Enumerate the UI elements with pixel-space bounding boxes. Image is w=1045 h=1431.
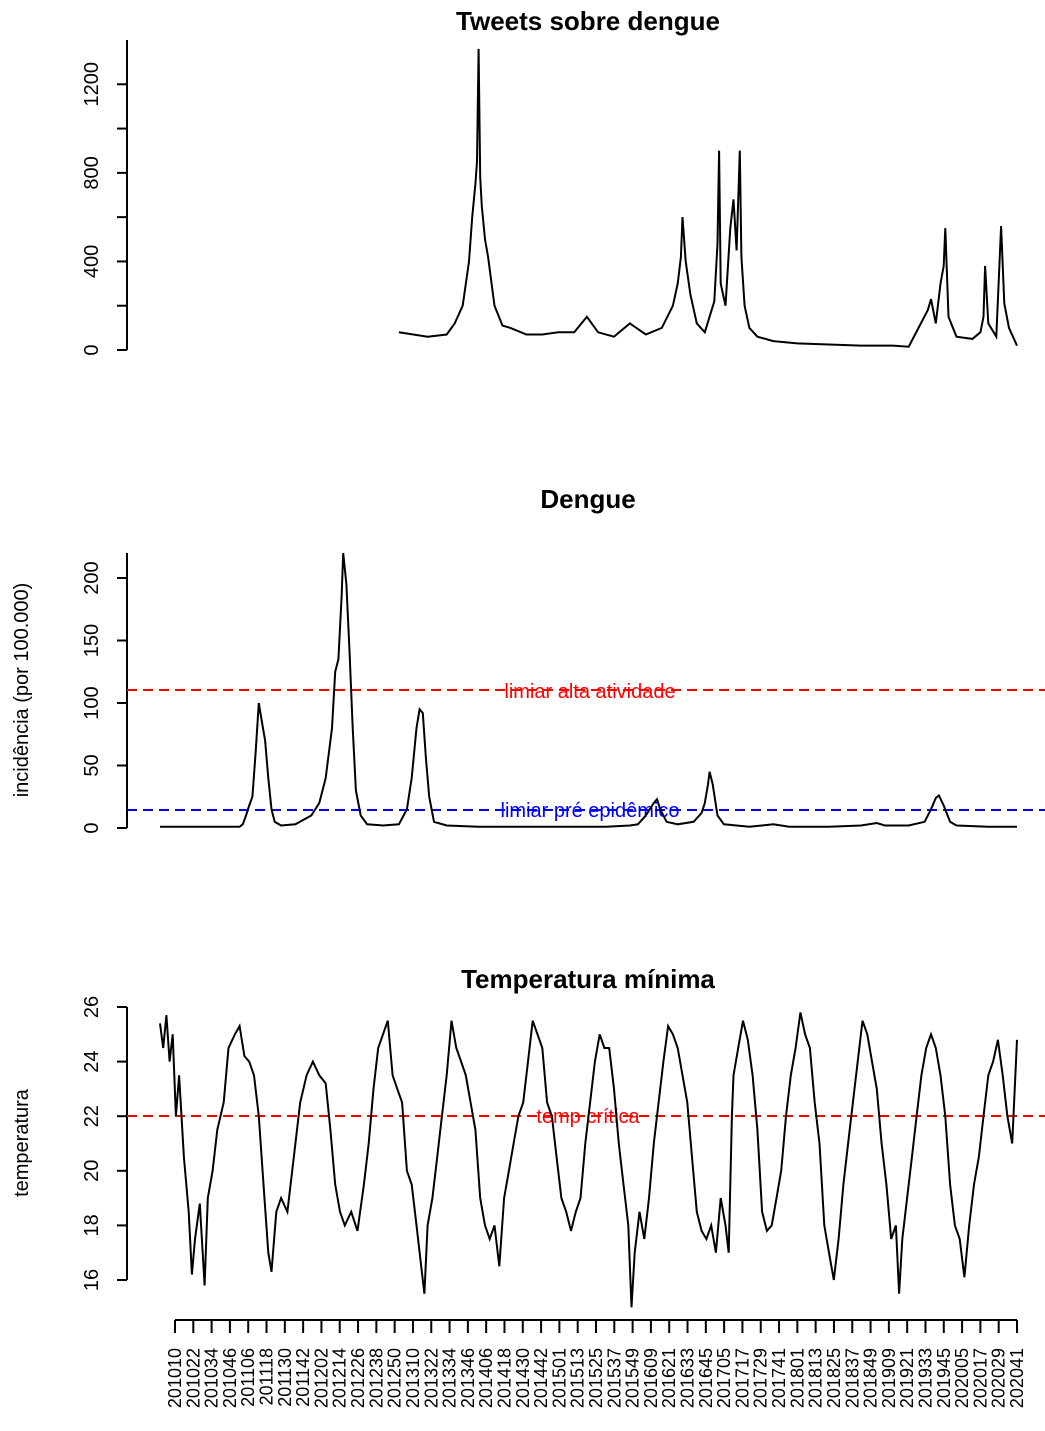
x-tick-label: 201022 <box>183 1348 203 1408</box>
x-tick-label: 201621 <box>659 1348 679 1408</box>
x-tick-label: 201118 <box>257 1348 277 1405</box>
x-tick-label: 201406 <box>476 1348 496 1408</box>
x-tick-label: 201825 <box>824 1348 844 1408</box>
dengue-series <box>160 552 1017 828</box>
y-tick-label: 150 <box>81 624 103 657</box>
x-tick-label: 201034 <box>202 1348 222 1408</box>
panel-title: Tweets sobre dengue <box>456 6 720 36</box>
x-tick-label: 202041 <box>1007 1348 1027 1408</box>
y-tick-label: 100 <box>81 686 103 719</box>
y-tick-label: 20 <box>81 1160 103 1182</box>
panel-title: Dengue <box>540 484 635 514</box>
x-tick-label: 201801 <box>787 1348 807 1408</box>
x-tick-label: 201322 <box>421 1348 441 1408</box>
x-tick-label: 201909 <box>879 1348 899 1408</box>
y-tick-label: 1200 <box>81 62 103 107</box>
x-tick-label: 201849 <box>861 1348 881 1408</box>
y-axis-label: incidência (por 100.000) <box>11 583 33 798</box>
x-tick-label: 201106 <box>238 1348 258 1407</box>
x-tick-label: 201010 <box>165 1348 185 1408</box>
x-tick-label: 201537 <box>604 1348 624 1408</box>
x-tick-label: 201633 <box>678 1348 698 1408</box>
panel-dengue: Dengue incidência (por 100.000) 0 50 100 15… <box>11 484 1045 834</box>
panel-title: Temperatura mínima <box>461 964 715 994</box>
x-tick-label: 201813 <box>806 1348 826 1408</box>
x-tick-label: 201130 <box>275 1348 295 1407</box>
x-tick-label: 201921 <box>897 1348 917 1408</box>
x-tick-label: 201046 <box>220 1348 240 1408</box>
x-tick-label: 202029 <box>989 1348 1009 1408</box>
x-tick-label: 201525 <box>586 1348 606 1408</box>
x-tick-label: 201418 <box>495 1348 515 1408</box>
x-tick-label: 201202 <box>311 1348 331 1408</box>
x-tick-label: 201933 <box>916 1348 936 1408</box>
x-tick-label: 201837 <box>842 1348 862 1408</box>
x-tick-label: 201226 <box>348 1348 368 1408</box>
x-tick-label: 201609 <box>641 1348 661 1408</box>
y-tick-label: 18 <box>81 1214 103 1236</box>
y-ticks: 0 400 800 1200 <box>81 62 127 356</box>
y-tick-label: 0 <box>81 344 103 355</box>
x-tick-label: 202005 <box>952 1348 972 1408</box>
y-tick-label: 22 <box>81 1105 103 1127</box>
ref-label-pre: limiar pré epidêmico <box>501 800 680 822</box>
x-tick-label: 201142 <box>293 1348 313 1407</box>
y-ticks: 16 18 20 22 24 26 <box>81 996 127 1291</box>
tweets-series <box>398 48 1018 348</box>
panel-temperatura: Temperatura mínima temperatura 16 18 20 22 2… <box>11 964 1045 1408</box>
y-tick-label: 26 <box>81 996 103 1018</box>
y-ticks: 0 50 100 150 200 <box>81 561 127 834</box>
x-tick-label: 201214 <box>330 1348 350 1408</box>
ref-label-high: limiar alta atividade <box>504 681 675 703</box>
x-tick-label: 201945 <box>934 1348 954 1408</box>
x-tick-label: 201741 <box>769 1348 789 1408</box>
x-tick-label: 201238 <box>366 1348 386 1408</box>
x-ticks: 2010102010222010342010462011062011182011… <box>165 1320 1027 1408</box>
x-tick-label: 201310 <box>403 1348 423 1408</box>
y-tick-label: 0 <box>81 822 103 833</box>
x-tick-label: 201513 <box>568 1348 588 1408</box>
x-tick-label: 201442 <box>531 1348 551 1408</box>
x-tick-label: 201717 <box>732 1348 752 1408</box>
y-tick-label: 200 <box>81 561 103 594</box>
x-tick-label: 201729 <box>751 1348 771 1408</box>
x-tick-label: 201346 <box>458 1348 478 1408</box>
panel-tweets: Tweets sobre dengue 0 400 800 1200 <box>81 6 1018 356</box>
y-axis-label: temperatura <box>11 1088 33 1197</box>
x-tick-label: 201430 <box>513 1348 533 1408</box>
temperature-series <box>159 1012 1018 1308</box>
x-tick-label: 201549 <box>623 1348 643 1408</box>
y-tick-label: 800 <box>81 156 103 189</box>
x-tick-label: 201250 <box>385 1348 405 1408</box>
x-tick-label: 202017 <box>970 1348 990 1408</box>
x-tick-label: 201705 <box>714 1348 734 1408</box>
y-tick-label: 24 <box>81 1050 103 1072</box>
y-tick-label: 50 <box>81 754 103 776</box>
x-tick-label: 201501 <box>549 1348 569 1408</box>
x-tick-label: 201645 <box>696 1348 716 1408</box>
y-tick-label: 400 <box>81 245 103 278</box>
x-tick-label: 201334 <box>440 1348 460 1408</box>
y-tick-label: 16 <box>81 1269 103 1291</box>
